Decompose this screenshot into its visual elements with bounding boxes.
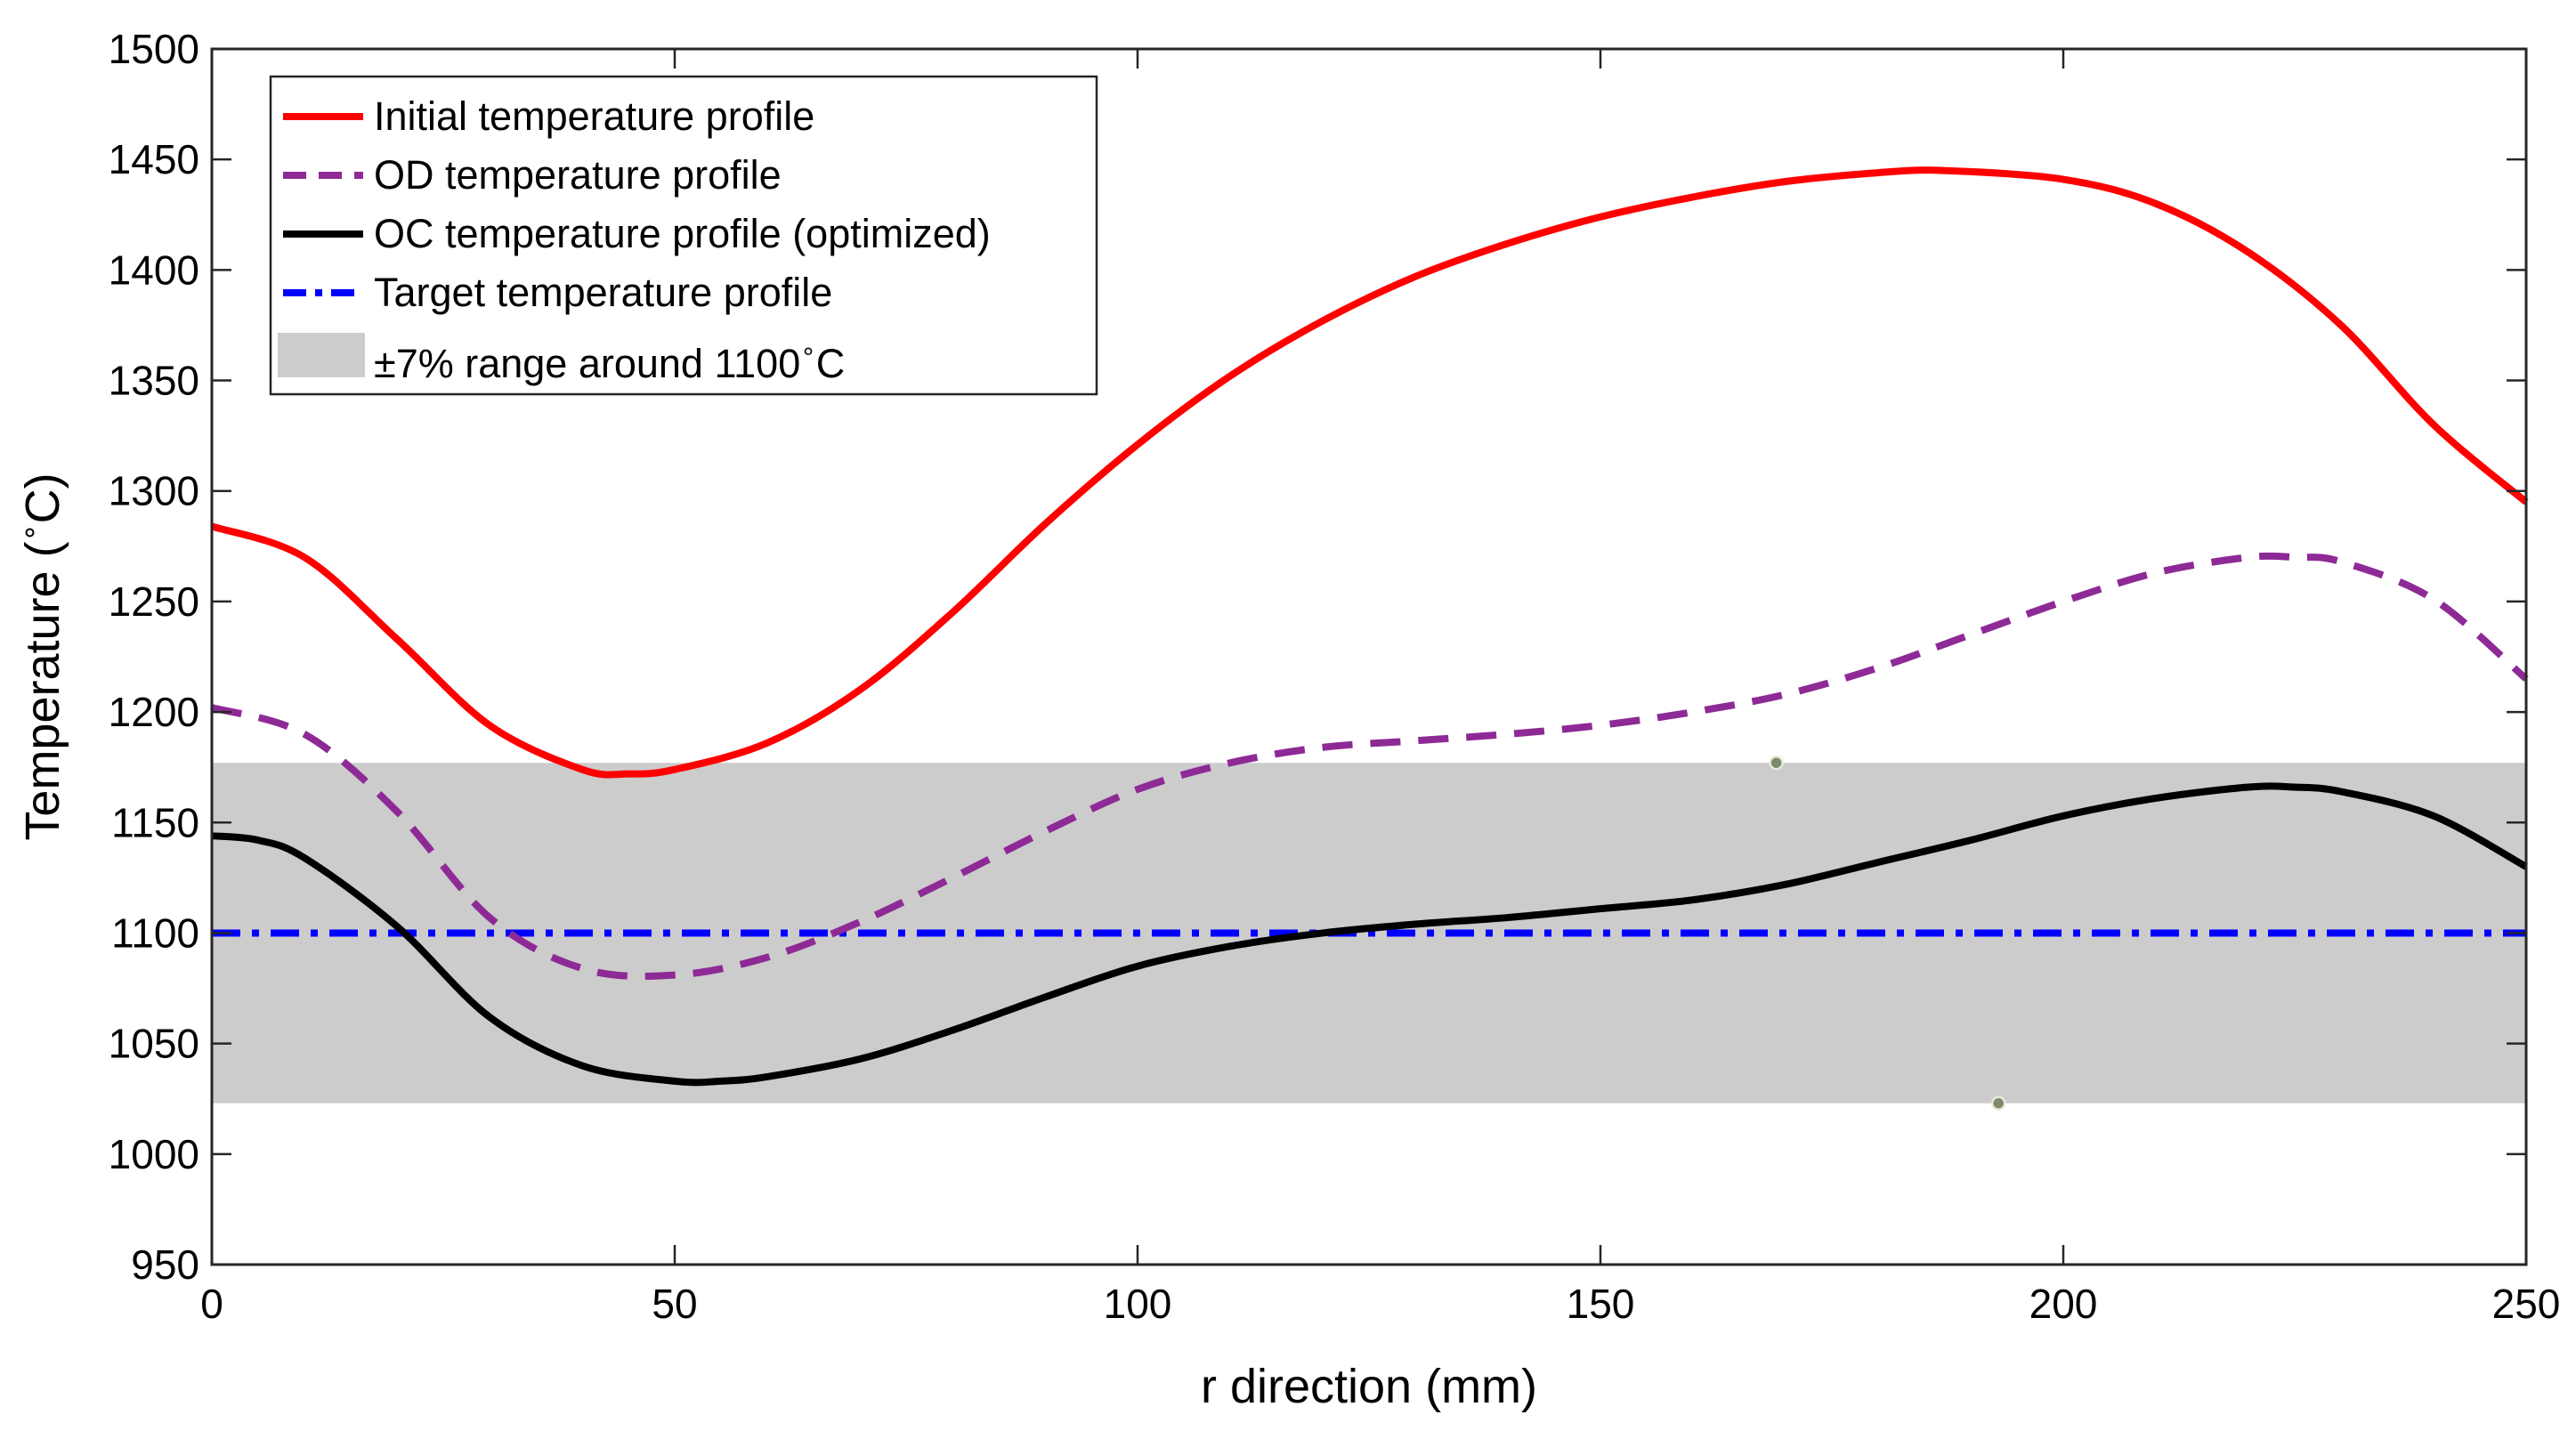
- y-tick-label: 1200: [109, 689, 199, 735]
- legend-label-oc: OC temperature profile (optimized): [374, 211, 991, 256]
- series-layer: [210, 166, 2529, 1087]
- legend-band-degree: ∘: [800, 337, 816, 365]
- legend-band-prefix: ±7% range around 1100: [374, 341, 800, 386]
- y-axis-label-prefix: Temperature (: [16, 541, 69, 840]
- y-tick-label: 1400: [109, 247, 199, 293]
- marker-layer: [1769, 755, 2006, 1111]
- legend-box: [269, 75, 1098, 396]
- y-axis-label: Temperature (∘C): [13, 473, 69, 840]
- legend-label-target: Target temperature profile: [374, 270, 832, 315]
- x-tick-label: 150: [1567, 1281, 1635, 1327]
- y-tick-label: 1300: [109, 468, 199, 514]
- legend-band-swatch: [278, 333, 365, 377]
- tick-layer: 0 50 100 150 200 250 950 1000 1050 1100 1150 1200 12…: [109, 26, 2561, 1327]
- y-tick-label: 1000: [109, 1131, 199, 1177]
- series-line-od-temperature-profile: [210, 552, 2529, 981]
- x-tick-label: 250: [2492, 1281, 2561, 1327]
- y-tick-label: 1350: [109, 358, 199, 404]
- y-tick-label: 1500: [109, 26, 199, 72]
- legend-label-initial: Initial temperature profile: [374, 93, 814, 139]
- series-line-oc-temperature-profile-optimized: [211, 782, 2528, 1087]
- x-tick-label: 0: [200, 1281, 223, 1327]
- x-tick-label: 100: [1104, 1281, 1172, 1327]
- y-tick-label: 1100: [111, 909, 199, 956]
- legend: Initial temperature profile OD temperatu…: [269, 75, 1098, 396]
- y-tick-label: 1050: [109, 1021, 199, 1067]
- y-tick-label: 1450: [109, 136, 199, 182]
- y-axis-label-degree: ∘: [13, 523, 45, 541]
- y-axis-label-group: Temperature (∘C): [13, 473, 69, 840]
- x-tick-label: 200: [2029, 1281, 2098, 1327]
- data-marker: [1990, 1095, 2006, 1111]
- plot-frame: [210, 47, 2528, 1266]
- legend-band-suffix: C: [816, 341, 846, 386]
- legend-label-od: OD temperature profile: [374, 152, 782, 198]
- x-axis-label: r direction (mm): [1201, 1360, 1537, 1413]
- y-axis-label-suffix: C): [16, 473, 69, 523]
- y-tick-label: 1250: [109, 578, 199, 625]
- y-tick-label: 1150: [111, 799, 199, 845]
- y-tick-label: 950: [131, 1241, 199, 1288]
- legend-label-band: ±7% range around 1100∘C: [374, 337, 845, 386]
- data-marker: [1769, 755, 1784, 771]
- series-line-initial-temperature-profile: [210, 166, 2529, 779]
- axis-labels: r direction (mm) Temperature (∘C): [13, 473, 1537, 1413]
- x-tick-label: 50: [652, 1281, 697, 1327]
